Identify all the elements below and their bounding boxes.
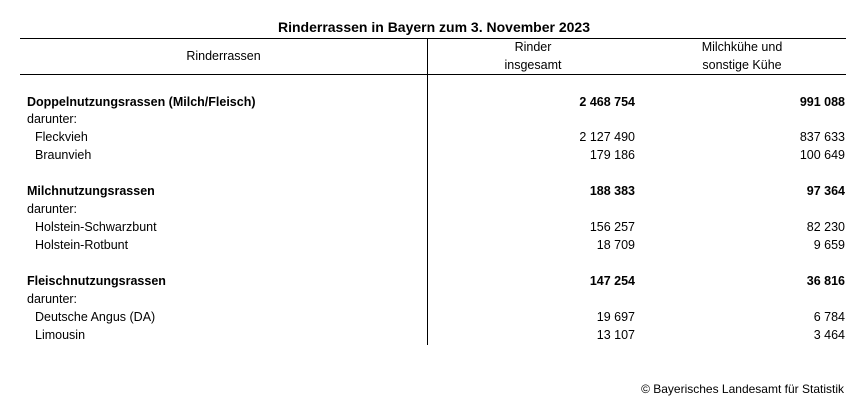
item-label: Braunvieh — [35, 147, 91, 163]
item-label: Deutsche Angus (DA) — [35, 309, 155, 325]
column-header-kuehe-line2: sonstige Kühe — [638, 56, 846, 74]
item-cows: 100 649 — [640, 147, 845, 163]
item-total: 19 697 — [430, 309, 635, 325]
group-label: Fleischnutzungsrassen — [27, 273, 166, 289]
item-cows: 9 659 — [640, 237, 845, 253]
header-bottom-rule — [20, 74, 846, 75]
column-header-rinder-line1: Rinder — [428, 38, 638, 56]
group-total: 188 383 — [430, 183, 635, 199]
group-cows: 97 364 — [640, 183, 845, 199]
column-header-rinder-line2: insgesamt — [428, 56, 638, 74]
group-label: Milchnutzungsrassen — [27, 183, 155, 199]
item-label: Holstein-Schwarzbunt — [35, 219, 157, 235]
copyright-footer: © Bayerisches Landesamt für Statistik — [641, 382, 844, 396]
column-header-kuehe-line1: Milchkühe und — [638, 38, 846, 56]
item-label: Fleckvieh — [35, 129, 88, 145]
group-total: 2 468 754 — [430, 94, 635, 110]
item-total: 156 257 — [430, 219, 635, 235]
group-label: Doppelnutzungsrassen (Milch/Fleisch) — [27, 94, 256, 110]
item-label: Holstein-Rotbunt — [35, 237, 128, 253]
column-header-kuehe: Milchkühe und sonstige Kühe — [638, 38, 846, 74]
column-divider — [427, 38, 428, 345]
group-cows: 991 088 — [640, 94, 845, 110]
group-cows: 36 816 — [640, 273, 845, 289]
item-total: 2 127 490 — [430, 129, 635, 145]
item-cows: 6 784 — [640, 309, 845, 325]
item-label: Limousin — [35, 327, 85, 343]
item-total: 13 107 — [430, 327, 635, 343]
group-total: 147 254 — [430, 273, 635, 289]
item-total: 179 186 — [430, 147, 635, 163]
table-title: Rinderrassen in Bayern zum 3. November 2… — [0, 19, 868, 35]
item-cows: 837 633 — [640, 129, 845, 145]
column-header-rinder: Rinder insgesamt — [428, 38, 638, 74]
column-header-rinderrassen: Rinderrassen — [20, 47, 427, 65]
item-cows: 82 230 — [640, 219, 845, 235]
item-total: 18 709 — [430, 237, 635, 253]
darunter-label: darunter: — [27, 201, 77, 217]
darunter-label: darunter: — [27, 111, 77, 127]
darunter-label: darunter: — [27, 291, 77, 307]
item-cows: 3 464 — [640, 327, 845, 343]
